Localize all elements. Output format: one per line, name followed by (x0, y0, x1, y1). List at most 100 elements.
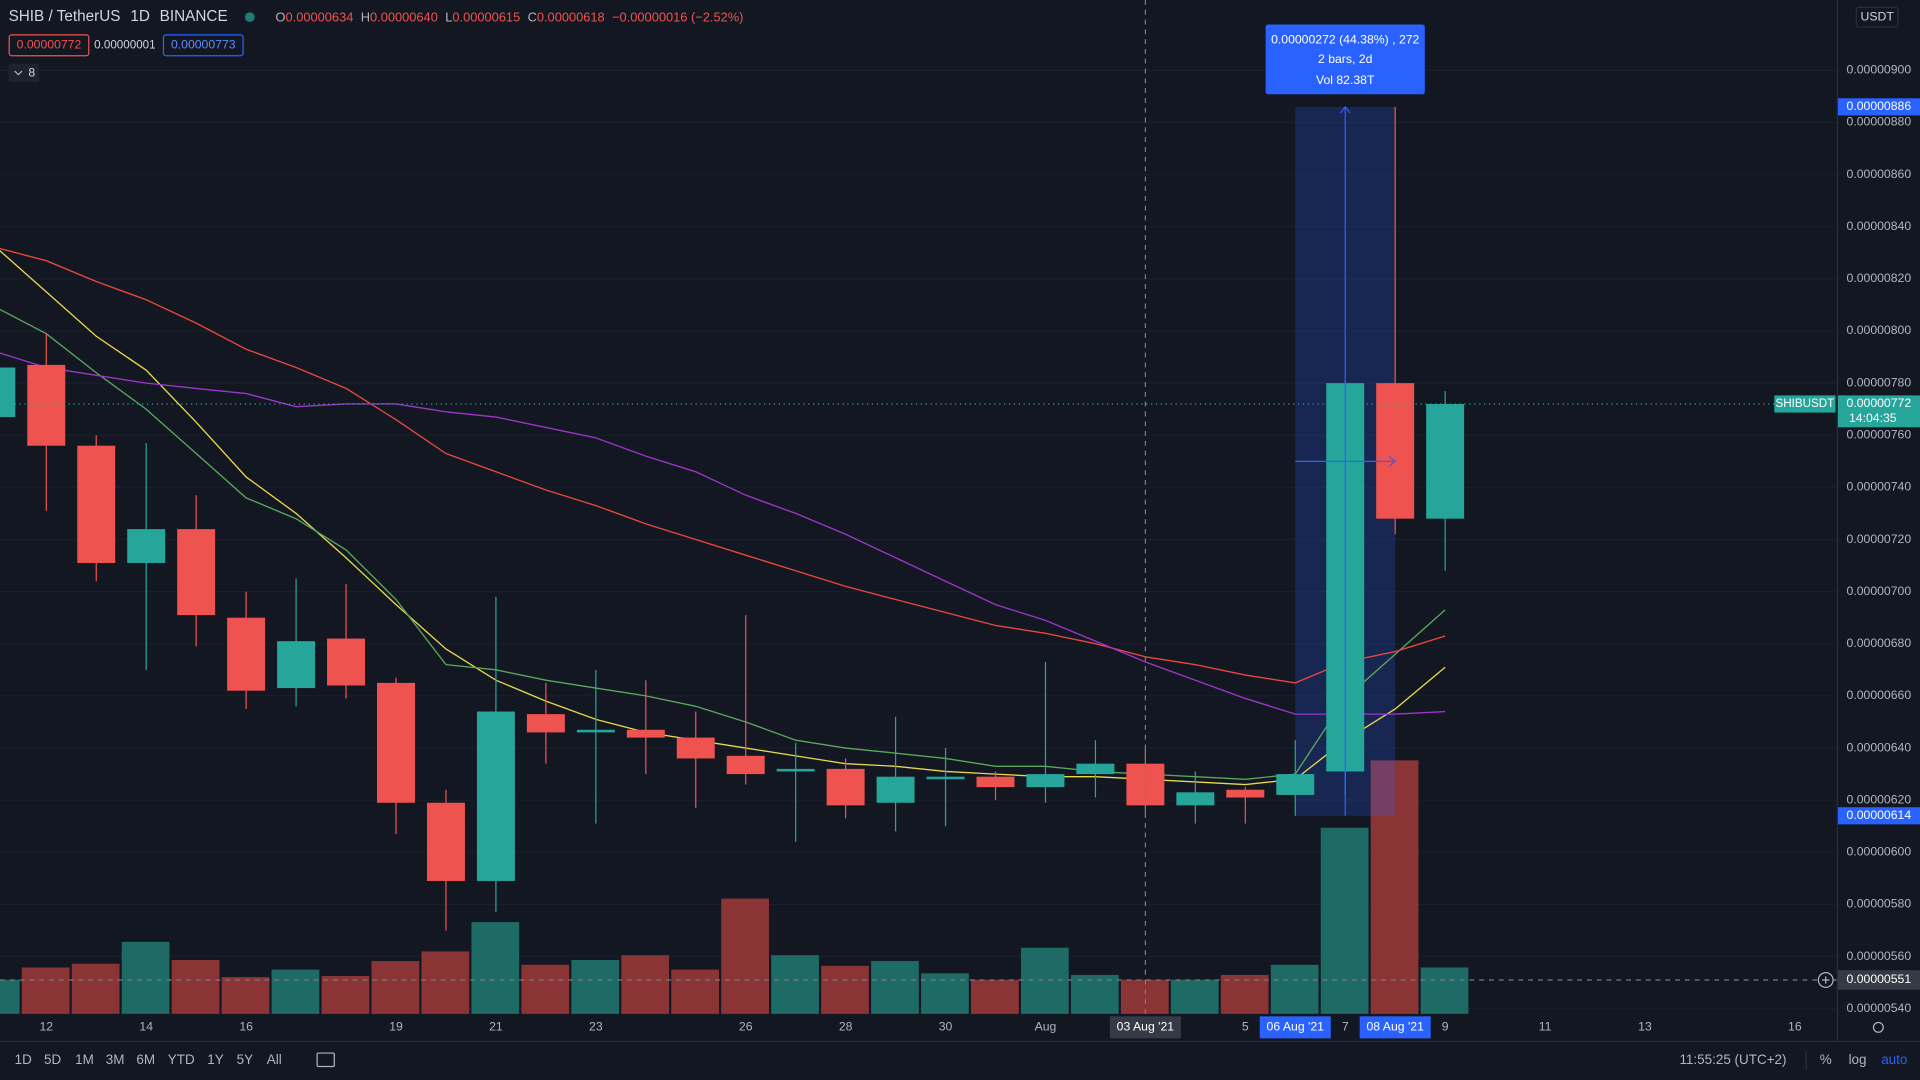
scale-option[interactable]: % (1820, 1052, 1832, 1067)
volume-bar (1120, 979, 1169, 1014)
range-button[interactable]: 1M (75, 1052, 94, 1067)
x-tick-label: 19 (389, 1020, 403, 1034)
volume-bar (771, 955, 819, 1014)
volume-bar (1370, 760, 1419, 1014)
ohlc-key: O (276, 10, 286, 25)
volume-bar (621, 955, 670, 1014)
currency[interactable]: USDT (1860, 9, 1894, 23)
y-tick-label: 0.00000620 (1847, 792, 1912, 806)
volume-bar (1320, 827, 1369, 1014)
y-tick-label: 0.00000700 (1847, 584, 1912, 598)
volume-bar (121, 941, 170, 1014)
candle-body (327, 638, 366, 686)
scale-option[interactable]: auto (1881, 1052, 1907, 1067)
buy-box[interactable] (162, 34, 244, 57)
sell-box[interactable] (8, 34, 90, 57)
moving-average (0, 308, 1446, 780)
range-button[interactable]: YTD (168, 1052, 195, 1067)
volume-bar (271, 969, 320, 1014)
volume-bar (1420, 967, 1469, 1014)
volume-bar (471, 922, 520, 1014)
x-tick-label: 5 (1242, 1020, 1249, 1034)
ohlc-key: H (361, 10, 370, 25)
range-button[interactable]: All (267, 1052, 282, 1067)
range-button[interactable]: 5D (44, 1052, 61, 1067)
candle-body (377, 682, 415, 803)
x-tick-label: 16 (239, 1020, 253, 1034)
candle-body (1226, 789, 1265, 798)
scale-option[interactable]: log (1849, 1052, 1867, 1067)
candle-body (177, 529, 216, 616)
candle-body (1276, 774, 1315, 795)
volume-bar (221, 977, 270, 1014)
x-tick-label: 11 (1539, 1020, 1552, 1034)
ohlc-change: −0.00000016 (−2.52%) (612, 10, 743, 25)
volume-bar (371, 961, 420, 1014)
volume-bar (321, 975, 370, 1014)
indicators-count[interactable]: 8 (28, 66, 35, 80)
range-button[interactable]: 6M (136, 1052, 155, 1067)
range-button[interactable]: 3M (106, 1052, 125, 1067)
candle-body (976, 776, 1015, 788)
ohlc: O0.00000634 H0.00000640 L0.00000615 C0.0000… (276, 10, 744, 25)
y-tick-label: 0.00000600 (1847, 845, 1912, 859)
buy-price[interactable]: 0.00000773 (171, 38, 236, 52)
measure-volume: Vol 82.38T (1316, 73, 1375, 87)
x-tick-label: 06 Aug '21 (1267, 1020, 1325, 1034)
range-button[interactable]: 1D (15, 1052, 32, 1067)
date-highlight (1259, 1016, 1331, 1039)
volume-bar (571, 959, 620, 1014)
x-tick-label: 9 (1442, 1020, 1449, 1034)
settings-icon[interactable] (1872, 1021, 1884, 1033)
range-button[interactable]: 5Y (237, 1052, 253, 1067)
exchange[interactable]: BINANCE (160, 8, 228, 25)
clock[interactable]: 11:55:25 (UTC+2) (1679, 1052, 1786, 1067)
sell-price[interactable]: 0.00000772 (17, 38, 82, 52)
y-tick-label: 0.00000780 (1847, 375, 1912, 389)
volume-bar (21, 967, 70, 1014)
ohlc-value: 0.00000618 (537, 10, 605, 25)
y-tick-label: 0.00000560 (1847, 949, 1912, 963)
x-tick-label: 14 (139, 1020, 153, 1034)
interval[interactable]: 1D (130, 8, 150, 25)
currency-chip[interactable] (1855, 6, 1899, 28)
y-tick-label: 0.00000760 (1847, 427, 1912, 441)
candle-body (27, 364, 66, 446)
candle-body (0, 367, 16, 418)
symbol-line[interactable]: SHIB / TetherUS 1D BINANCE (9, 8, 228, 25)
volume-bar (1070, 974, 1119, 1014)
candle-body (1376, 383, 1415, 519)
candle-body (826, 768, 865, 806)
moving-average (0, 249, 1446, 786)
measure-price-box (1837, 98, 1920, 116)
candle-body (1176, 792, 1215, 806)
candle-body (926, 776, 965, 780)
candle-body (876, 776, 915, 803)
candle-body (776, 768, 815, 772)
volume-bar (421, 951, 470, 1014)
y-tick-label: 0.00000800 (1847, 323, 1912, 337)
volume-bar (1170, 979, 1219, 1014)
volume-bar (1020, 947, 1069, 1014)
measure-arrowhead (1388, 455, 1397, 467)
date-highlight (1109, 1016, 1181, 1039)
moving-average (0, 352, 1446, 715)
candle-body (476, 711, 515, 881)
date-range-icon[interactable] (316, 1052, 335, 1068)
volume-bar (521, 964, 570, 1014)
x-tick-label: 03 Aug '21 (1117, 1020, 1175, 1034)
measure-price: 0.00000614 (1847, 808, 1912, 822)
y-tick-label: 0.00000900 (1847, 63, 1912, 77)
toolbar: 1D 5D 1M 3M 6M YTD 1Y 5Y All 11:55:25 (UTC+2)% log… (15, 1021, 1907, 1071)
y-tick-label: 0.00000540 (1847, 1001, 1912, 1015)
ohlc-value: 0.00000615 (452, 10, 520, 25)
volume-bar (871, 961, 919, 1014)
x-tick-label: 26 (739, 1020, 753, 1034)
x-tick-label: 7 (1342, 1020, 1349, 1034)
symbol[interactable]: SHIB / TetherUS (9, 8, 121, 25)
indicators-toggle[interactable] (8, 63, 40, 83)
crosshair-price-box (1837, 970, 1920, 990)
candle-body (127, 529, 166, 563)
range-button[interactable]: 1Y (207, 1052, 223, 1067)
